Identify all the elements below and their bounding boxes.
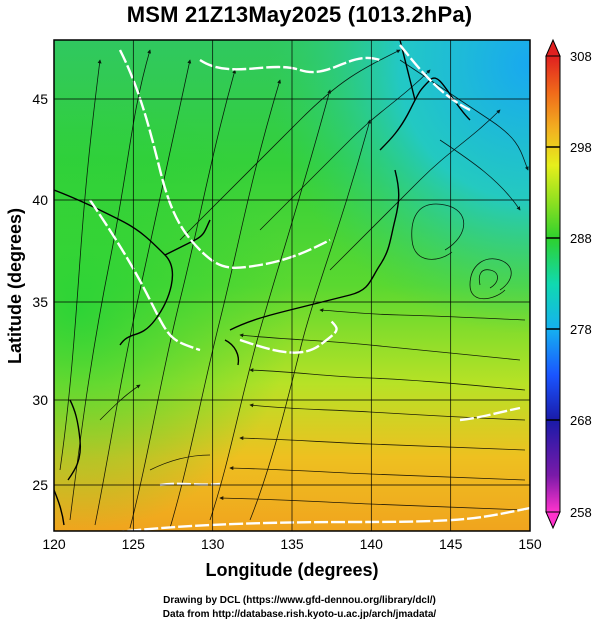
- y-tick-labels: 25 30 35 40 45: [32, 91, 48, 493]
- graticule: [54, 40, 530, 531]
- y-tick-label: 25: [32, 477, 48, 493]
- y-tick-label: 45: [32, 91, 48, 107]
- x-tick-label: 130: [201, 536, 225, 552]
- x-tick-label: 125: [122, 536, 146, 552]
- x-tick-label: 135: [280, 536, 304, 552]
- plot-frame: [53, 39, 531, 532]
- colorbar-tick-label: 268: [570, 413, 592, 428]
- temperature-contours: [89, 44, 530, 531]
- colorbar-tick-label: 288: [570, 231, 592, 246]
- x-tick-labels: 120 125 130 135 140 145 150: [42, 536, 542, 552]
- colorbar-gradient: [545, 55, 561, 513]
- colorbar-tick-label: 298: [570, 140, 592, 155]
- temperature-map-figure: 120 125 130 135 140 145 150 25 30 35 40 …: [5, 38, 592, 580]
- credit-data-source: Data from http://database.rish.kyoto-u.a…: [162, 609, 437, 620]
- x-tick-label: 150: [518, 536, 542, 552]
- colorbar-max-arrow: [545, 38, 561, 57]
- x-tick-label: 140: [360, 536, 384, 552]
- x-tick-label: 145: [439, 536, 463, 552]
- colorbar-min-arrow: [545, 511, 561, 530]
- y-tick-label: 40: [32, 192, 48, 208]
- colorbar-tick-label: 258: [570, 505, 592, 520]
- x-tick-label: 120: [42, 536, 66, 552]
- wind-streamlines: [59, 49, 529, 529]
- colorbar-tick-label: 308: [570, 49, 592, 64]
- credit-drawing: Drawing by DCL (https://www.gfd-dennou.o…: [163, 595, 436, 606]
- colorbar: 308 298 288 278 268 258: [545, 38, 592, 530]
- y-axis-label: Latitude (degrees): [5, 208, 25, 364]
- colorbar-tick-label: 278: [570, 322, 592, 337]
- y-tick-label: 30: [32, 392, 48, 408]
- map-title: MSM 21Z13May2025 (1013.2hPa): [126, 2, 473, 27]
- y-tick-label: 35: [32, 294, 48, 310]
- x-axis-label: Longitude (degrees): [205, 560, 378, 580]
